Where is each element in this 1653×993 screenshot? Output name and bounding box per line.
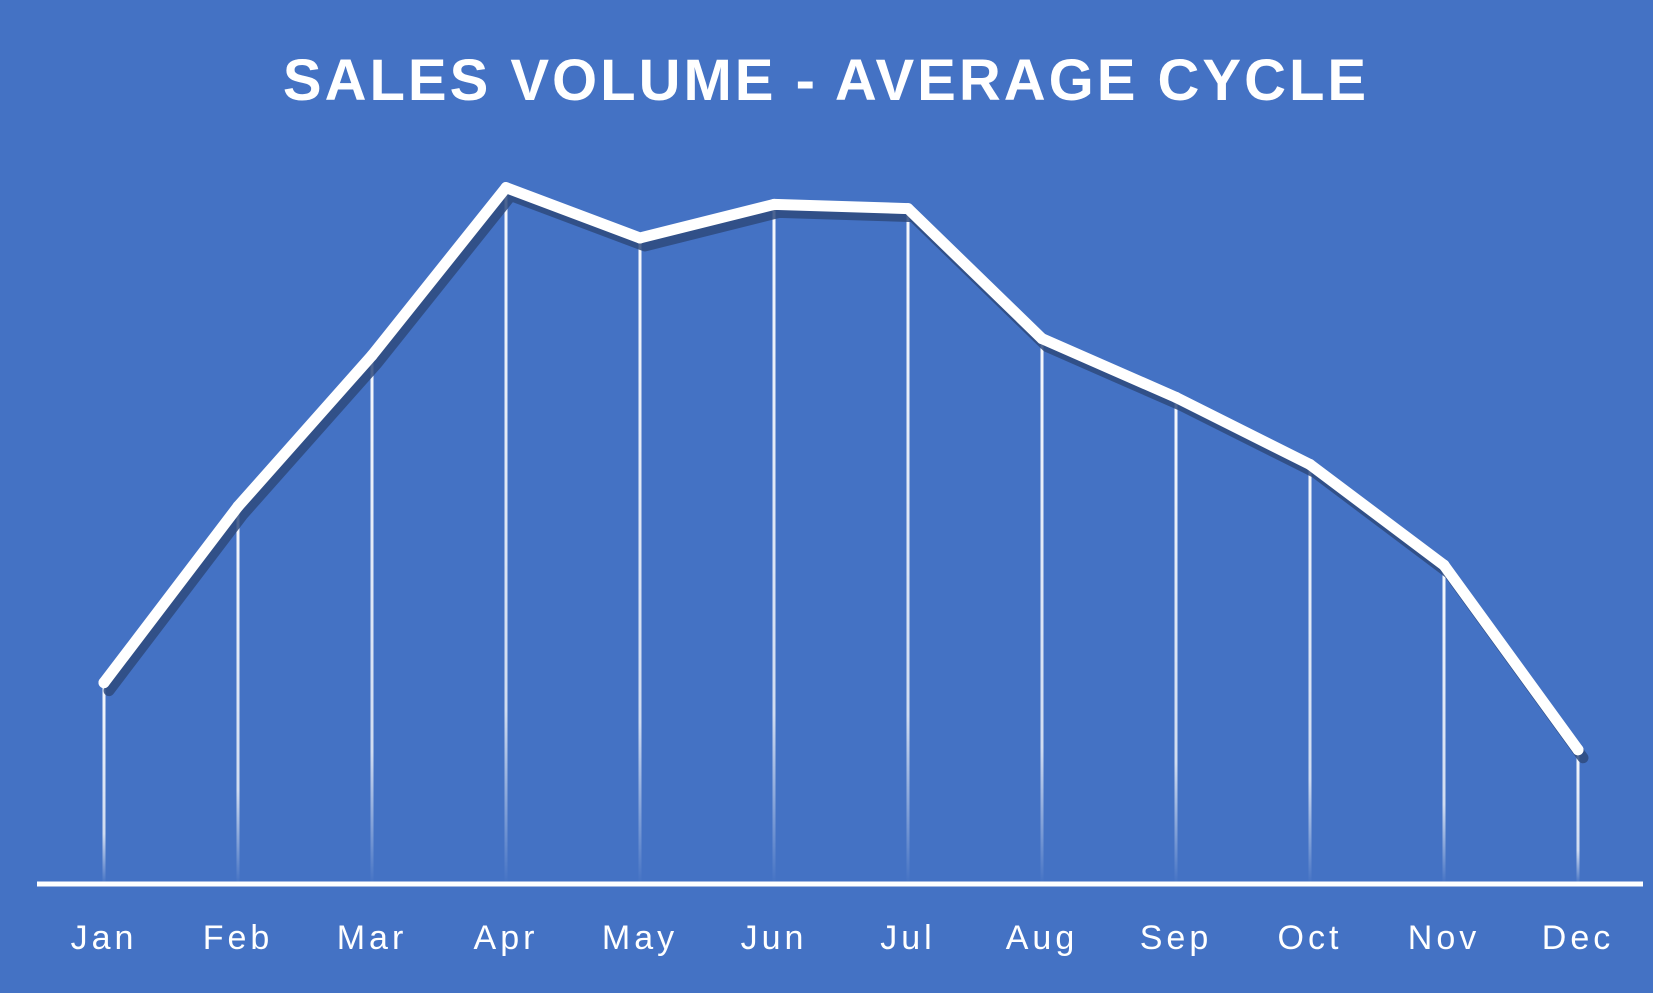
- x-tick-labels: Jan Feb Mar Apr May Jun Jul Aug Sep Oct Nov Dec: [71, 919, 1614, 957]
- x-tick-label-sep: Sep: [1140, 919, 1213, 957]
- drop-line-mar: [370, 355, 374, 884]
- x-tick-label-nov: Nov: [1408, 919, 1480, 957]
- x-tick-label-may: May: [602, 919, 678, 957]
- drop-line-jul: [906, 208, 910, 885]
- drop-lines: [102, 187, 1580, 885]
- data-point-nov: [1438, 559, 1450, 571]
- series-line: [98, 182, 1584, 756]
- x-tick-label-jun: Jun: [741, 919, 808, 957]
- data-point-aug: [1036, 333, 1048, 345]
- data-point-jun: [768, 198, 780, 210]
- data-point-jul: [902, 203, 914, 215]
- data-point-apr: [500, 182, 512, 194]
- drop-line-apr: [504, 187, 508, 884]
- drop-line-dec: [1576, 749, 1580, 884]
- drop-line-jun: [772, 204, 776, 884]
- data-point-oct: [1304, 459, 1316, 470]
- drop-line-oct: [1308, 464, 1312, 884]
- x-tick-label-jul: Jul: [880, 919, 935, 957]
- data-point-mar: [366, 349, 378, 361]
- drop-line-jan: [102, 682, 106, 884]
- data-point-jan: [98, 677, 110, 689]
- drop-line-aug: [1040, 338, 1044, 884]
- series-line-shadow: [103, 190, 1589, 764]
- x-tick-label-feb: Feb: [203, 919, 274, 957]
- data-point-feb: [232, 500, 244, 512]
- chart-title: SALES VOLUME - AVERAGE CYCLE: [283, 48, 1369, 113]
- x-tick-label-mar: Mar: [337, 919, 408, 957]
- x-tick-label-dec: Dec: [1542, 919, 1614, 957]
- x-tick-label-oct: Oct: [1278, 919, 1343, 957]
- drop-line-may: [638, 237, 642, 885]
- data-point-dec: [1572, 744, 1584, 756]
- x-tick-label-apr: Apr: [474, 919, 539, 957]
- x-tick-label-jan: Jan: [71, 919, 138, 957]
- series-group: [98, 182, 1589, 764]
- data-point-sep: [1170, 391, 1182, 403]
- drop-line-sep: [1174, 397, 1178, 884]
- drop-line-nov: [1442, 565, 1446, 884]
- data-point-may: [634, 232, 646, 244]
- x-tick-label-aug: Aug: [1006, 919, 1079, 957]
- drop-line-feb: [236, 506, 240, 884]
